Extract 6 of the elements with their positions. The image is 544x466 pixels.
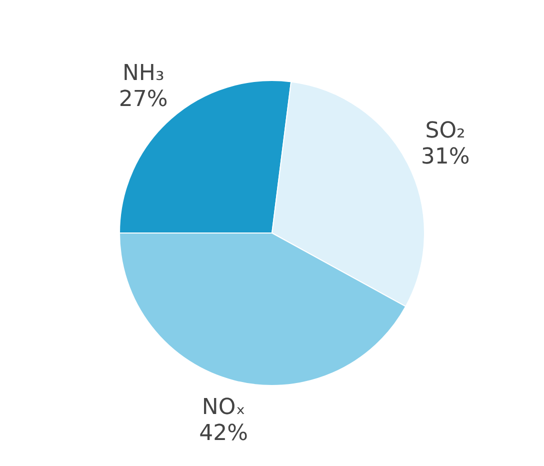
- data-label: 27%: [118, 86, 168, 112]
- data-label: 31%: [420, 144, 470, 170]
- data-label: 42%: [199, 421, 248, 446]
- slice-label: SO₂: [425, 118, 466, 144]
- slice-label: NH₃: [122, 60, 164, 86]
- slice-label: NOₓ: [202, 395, 246, 420]
